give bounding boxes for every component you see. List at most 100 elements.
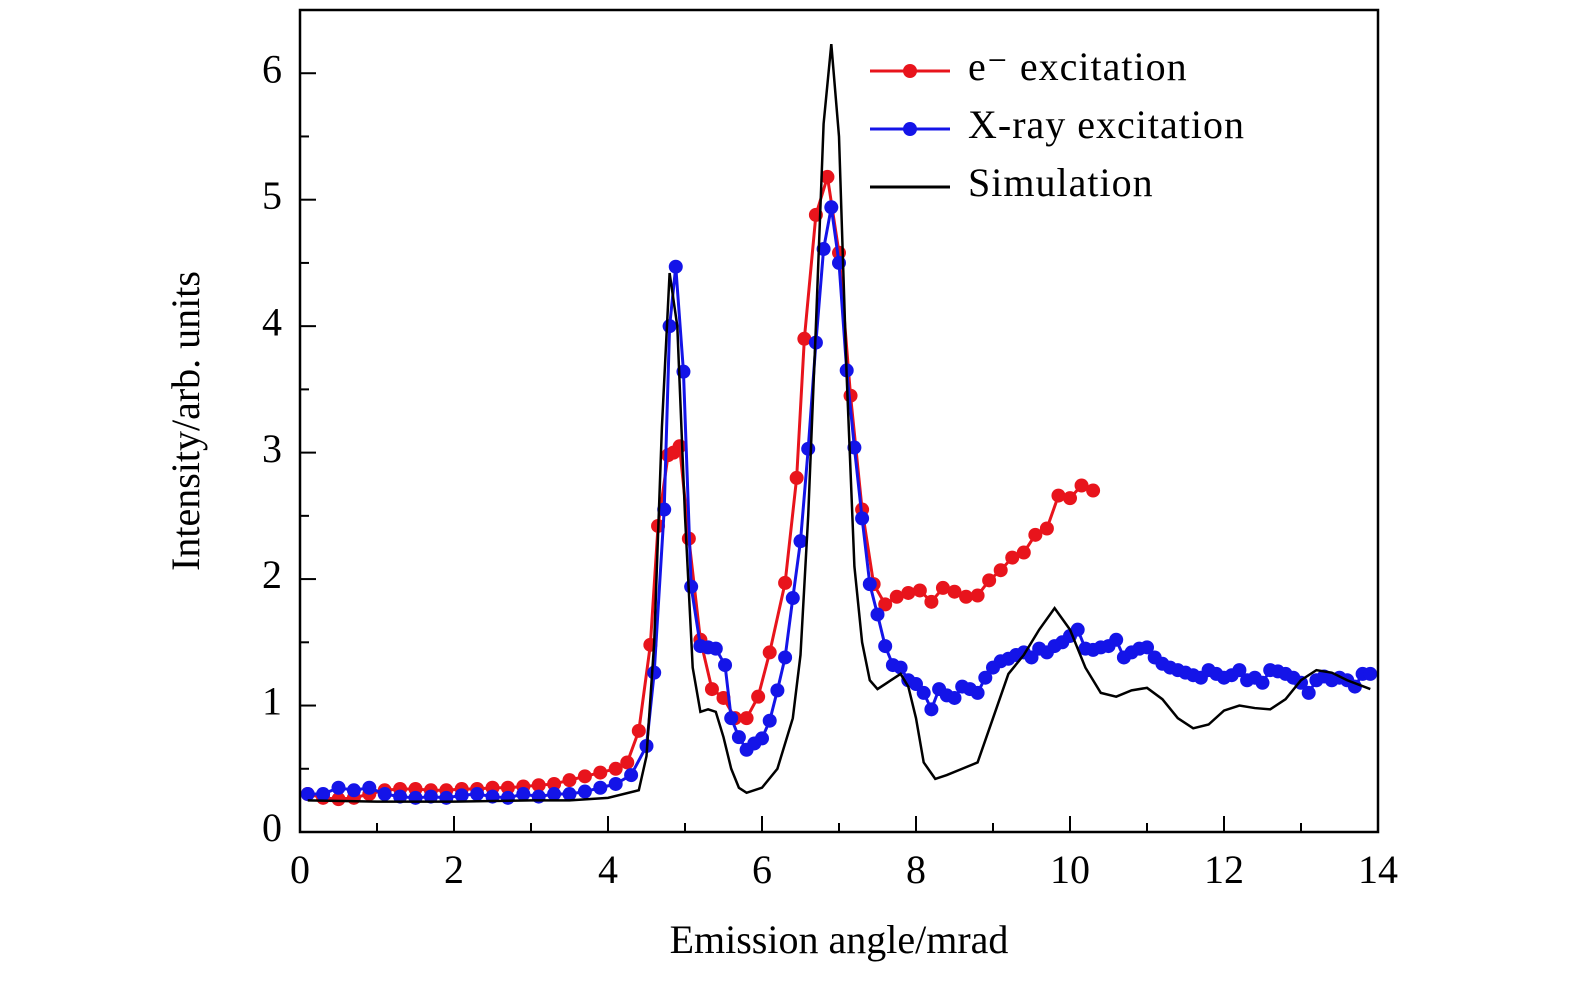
data-point bbox=[500, 780, 515, 795]
data-point bbox=[924, 702, 939, 717]
data-point bbox=[500, 790, 515, 805]
x-tick-label: 6 bbox=[752, 847, 772, 892]
x-tick-label: 2 bbox=[444, 847, 464, 892]
data-point bbox=[755, 731, 769, 746]
series-line bbox=[307, 44, 1371, 803]
data-point bbox=[662, 319, 677, 334]
data-point bbox=[708, 641, 723, 656]
data-point bbox=[793, 534, 808, 549]
series-line bbox=[307, 207, 1371, 800]
data-point bbox=[516, 787, 531, 802]
data-point bbox=[731, 730, 746, 745]
data-point bbox=[1255, 675, 1270, 690]
data-point bbox=[593, 780, 608, 795]
data-point bbox=[1140, 640, 1154, 655]
y-tick-label: 4 bbox=[262, 299, 282, 344]
data-point bbox=[820, 169, 835, 184]
data-point bbox=[562, 773, 577, 788]
data-point bbox=[970, 685, 985, 700]
data-point bbox=[1005, 550, 1020, 565]
data-point bbox=[362, 780, 377, 795]
data-point bbox=[978, 670, 993, 685]
data-point bbox=[870, 607, 885, 622]
data-point bbox=[1074, 478, 1089, 493]
data-point bbox=[785, 591, 800, 606]
data-point bbox=[608, 761, 623, 776]
data-point bbox=[770, 683, 785, 698]
data-point bbox=[1363, 666, 1378, 681]
data-point bbox=[631, 723, 646, 738]
data-point bbox=[762, 645, 777, 660]
data-point bbox=[1028, 527, 1043, 542]
data-point bbox=[346, 783, 361, 798]
data-point bbox=[924, 594, 939, 609]
data-point bbox=[593, 765, 608, 780]
data-point bbox=[912, 583, 927, 598]
data-point bbox=[547, 776, 562, 791]
x-tick-label: 12 bbox=[1204, 847, 1244, 892]
data-point bbox=[316, 787, 331, 802]
data-point bbox=[982, 573, 997, 588]
data-point bbox=[657, 502, 672, 517]
data-point bbox=[547, 787, 562, 802]
data-point bbox=[393, 789, 408, 804]
data-point bbox=[684, 579, 699, 594]
data-point bbox=[797, 331, 812, 346]
data-point bbox=[704, 682, 719, 697]
x-tick-label: 8 bbox=[906, 847, 926, 892]
y-tick-label: 3 bbox=[262, 426, 282, 471]
data-point bbox=[454, 788, 469, 803]
data-point bbox=[647, 665, 662, 680]
data-point bbox=[1109, 632, 1124, 647]
legend-marker bbox=[903, 122, 917, 136]
legend-label: X-ray excitation bbox=[968, 102, 1245, 147]
data-point bbox=[916, 685, 931, 700]
data-point bbox=[878, 639, 893, 654]
data-point bbox=[331, 792, 346, 807]
x-axis-label: Emission angle/mrad bbox=[670, 917, 1009, 962]
legend-marker bbox=[903, 64, 917, 78]
data-point bbox=[470, 787, 485, 802]
data-point bbox=[423, 789, 438, 804]
data-point bbox=[959, 589, 974, 604]
data-point bbox=[1301, 685, 1316, 700]
data-point bbox=[751, 689, 766, 704]
data-point bbox=[789, 470, 804, 485]
data-point bbox=[855, 511, 870, 526]
data-point bbox=[739, 711, 754, 726]
data-point bbox=[624, 768, 639, 783]
data-point bbox=[824, 200, 839, 215]
legend-label: Simulation bbox=[968, 160, 1154, 205]
y-tick-label: 0 bbox=[262, 805, 282, 850]
data-point bbox=[947, 690, 962, 705]
data-point bbox=[577, 769, 592, 784]
data-point bbox=[1039, 521, 1054, 536]
data-point bbox=[668, 259, 683, 274]
data-point bbox=[947, 584, 962, 599]
x-tick-label: 10 bbox=[1050, 847, 1090, 892]
data-point bbox=[901, 585, 916, 600]
y-tick-label: 5 bbox=[262, 173, 282, 218]
data-point bbox=[862, 577, 877, 592]
data-point bbox=[889, 589, 904, 604]
data-point bbox=[1086, 483, 1101, 498]
data-point bbox=[724, 711, 739, 726]
data-point bbox=[718, 658, 733, 673]
x-tick-label: 4 bbox=[598, 847, 618, 892]
data-point bbox=[993, 563, 1008, 578]
data-point bbox=[778, 650, 793, 665]
data-point bbox=[970, 588, 985, 603]
plot-frame bbox=[298, 8, 1380, 834]
data-point bbox=[562, 787, 577, 802]
x-tick-label: 0 bbox=[290, 847, 310, 892]
data-point bbox=[1070, 622, 1085, 637]
x-tick-label: 14 bbox=[1358, 847, 1398, 892]
y-tick-label: 2 bbox=[262, 552, 282, 597]
data-point bbox=[1063, 491, 1077, 506]
y-tick-label: 6 bbox=[262, 46, 282, 91]
data-point bbox=[762, 713, 777, 728]
y-tick-label: 1 bbox=[262, 679, 282, 724]
data-point bbox=[935, 580, 950, 595]
data-point bbox=[878, 597, 893, 612]
